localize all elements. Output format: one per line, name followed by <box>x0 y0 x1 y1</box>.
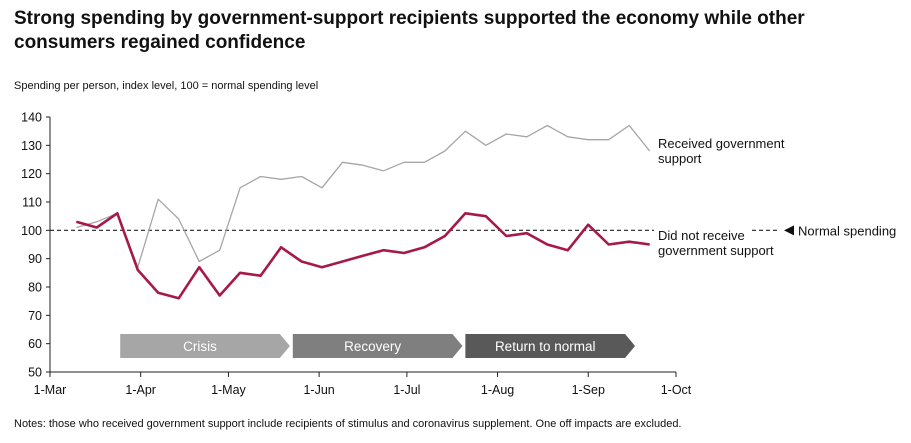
phase-label-recovery: Recovery <box>344 339 401 354</box>
x-tick-label: 1-Aug <box>481 383 514 397</box>
phase-arrow-return-to-normal <box>465 334 636 358</box>
series-lines <box>75 124 651 300</box>
phase-label-crisis: Crisis <box>183 339 217 354</box>
x-tick-label: 1-Mar <box>34 383 67 397</box>
x-tick-label: 1-Jun <box>303 383 334 397</box>
series-label-2-line-2: government support <box>658 243 774 258</box>
series-label-2-line-1: Did not receive <box>658 228 745 243</box>
x-tick-label: 1-Jul <box>393 383 420 397</box>
chart-notes: Notes: those who received government sup… <box>14 418 682 430</box>
phase-arrows: Crisis Recovery Return to normal <box>120 334 636 358</box>
series-label-1-line-1: Received government <box>658 136 785 151</box>
y-tick-label: 50 <box>28 366 42 380</box>
x-tick-label: 1-May <box>211 383 246 397</box>
y-tick-label: 140 <box>21 111 42 125</box>
phase-arrow-crisis <box>120 334 290 358</box>
phase-arrow-recovery <box>292 334 463 358</box>
y-tick-label: 90 <box>28 252 42 266</box>
x-tick-label: 1-Sep <box>572 383 605 397</box>
normal-spending-label: Normal spending <box>798 223 896 238</box>
series-line-received-government-support <box>76 124 651 268</box>
chart-subtitle: Spending per person, index level, 100 = … <box>14 80 319 92</box>
normal-spending-marker <box>784 225 794 236</box>
chart-title: Strong spending by government-support re… <box>14 8 805 53</box>
x-tick-label: 1-Oct <box>661 383 692 397</box>
series-label-1-line-2: support <box>658 151 702 166</box>
y-tick-label: 120 <box>21 167 42 181</box>
y-tick-label: 130 <box>21 139 42 153</box>
y-tick-label: 80 <box>28 281 42 295</box>
y-tick-label: 60 <box>28 337 42 351</box>
reference-line: Normal spending <box>50 223 896 238</box>
x-tick-label: 1-Apr <box>125 383 156 397</box>
y-tick-label: 110 <box>22 196 42 210</box>
chart-axes: 50 60 70 80 90 100 110 120 130 140 1-Mar 1-Apr 1-May… <box>21 111 692 398</box>
series-line-did-not-receive-government-support <box>75 212 650 300</box>
y-tick-label: 70 <box>28 309 42 323</box>
y-tick-label: 100 <box>21 224 42 238</box>
phase-label-return-to-normal: Return to normal <box>495 339 596 354</box>
